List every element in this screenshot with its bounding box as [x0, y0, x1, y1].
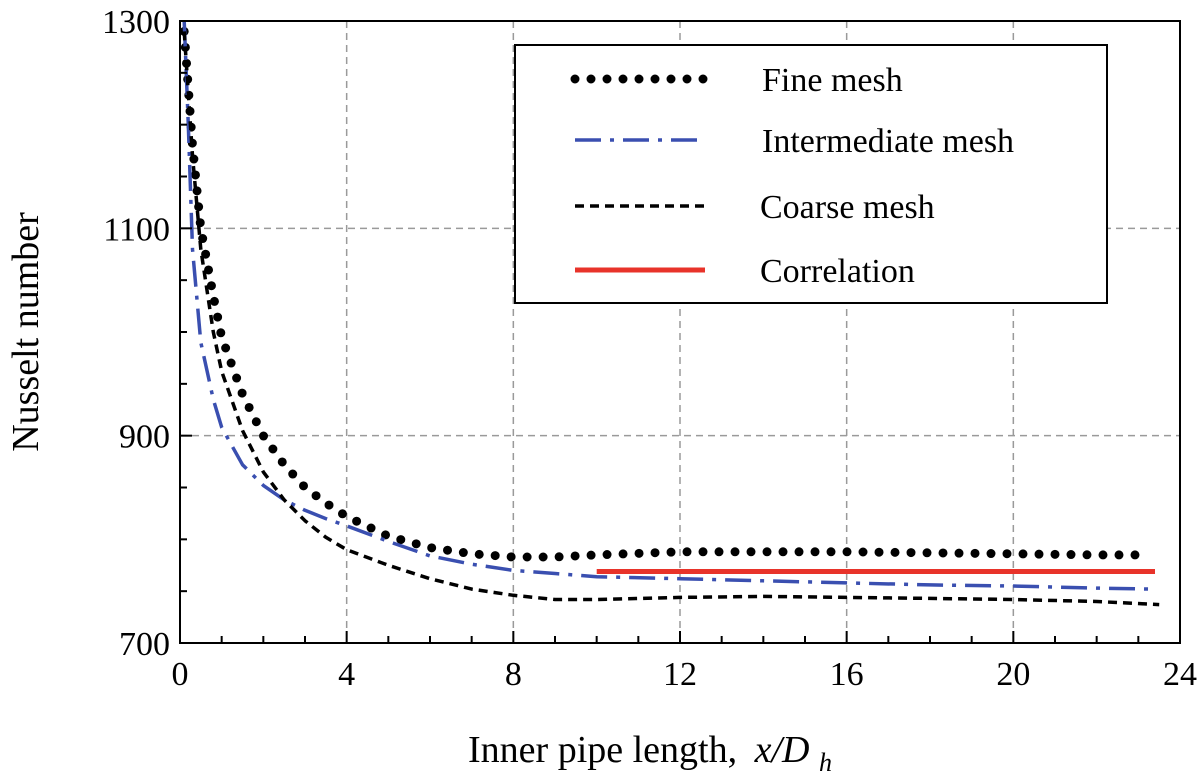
y-axis-label: Nusselt number [5, 212, 47, 452]
legend-label-fine-mesh: Fine mesh [762, 62, 903, 99]
x-tick-label: 8 [505, 656, 522, 693]
x-axis-label-text: Inner pipe length, [468, 729, 737, 771]
legend-label-correlation: Correlation [760, 253, 915, 290]
legend: Fine mesh Intermediate mesh Coarse mesh Cor… [514, 44, 1108, 304]
x-tick-label: 20 [996, 656, 1030, 693]
series-line-fine-mesh [179, 26, 1143, 562]
x-tick-label: 24 [1163, 656, 1197, 693]
plot-series [179, 20, 1160, 607]
series-line-coarse-mesh [182, 31, 1160, 607]
x-axis-label-variable: x/D [754, 729, 810, 771]
series-line-intermediate-mesh [182, 20, 1151, 591]
x-axis-label-subscript: h [819, 748, 832, 777]
x-tick-label: 12 [663, 656, 697, 693]
legend-label-intermediate-mesh: Intermediate mesh [762, 123, 1014, 160]
x-tick-label: 16 [830, 656, 864, 693]
y-tick-label: 900 [119, 419, 170, 456]
x-tick-label: 0 [172, 656, 189, 693]
tick-labels: 0 4 8 12 16 20 24 700 900 1100 1300 [102, 4, 1197, 693]
legend-box [514, 44, 1108, 304]
y-tick-label: 1100 [103, 211, 170, 248]
x-tick-label: 4 [338, 656, 355, 693]
ticks [179, 20, 1181, 644]
legend-items: Fine mesh Intermediate mesh Coarse mesh Cor… [570, 62, 1014, 290]
legend-label-coarse-mesh: Coarse mesh [760, 189, 935, 226]
y-tick-label: 1300 [102, 4, 170, 41]
y-tick-label: 700 [119, 626, 170, 663]
x-axis-label: Inner pipe length, x/D h [468, 729, 832, 777]
